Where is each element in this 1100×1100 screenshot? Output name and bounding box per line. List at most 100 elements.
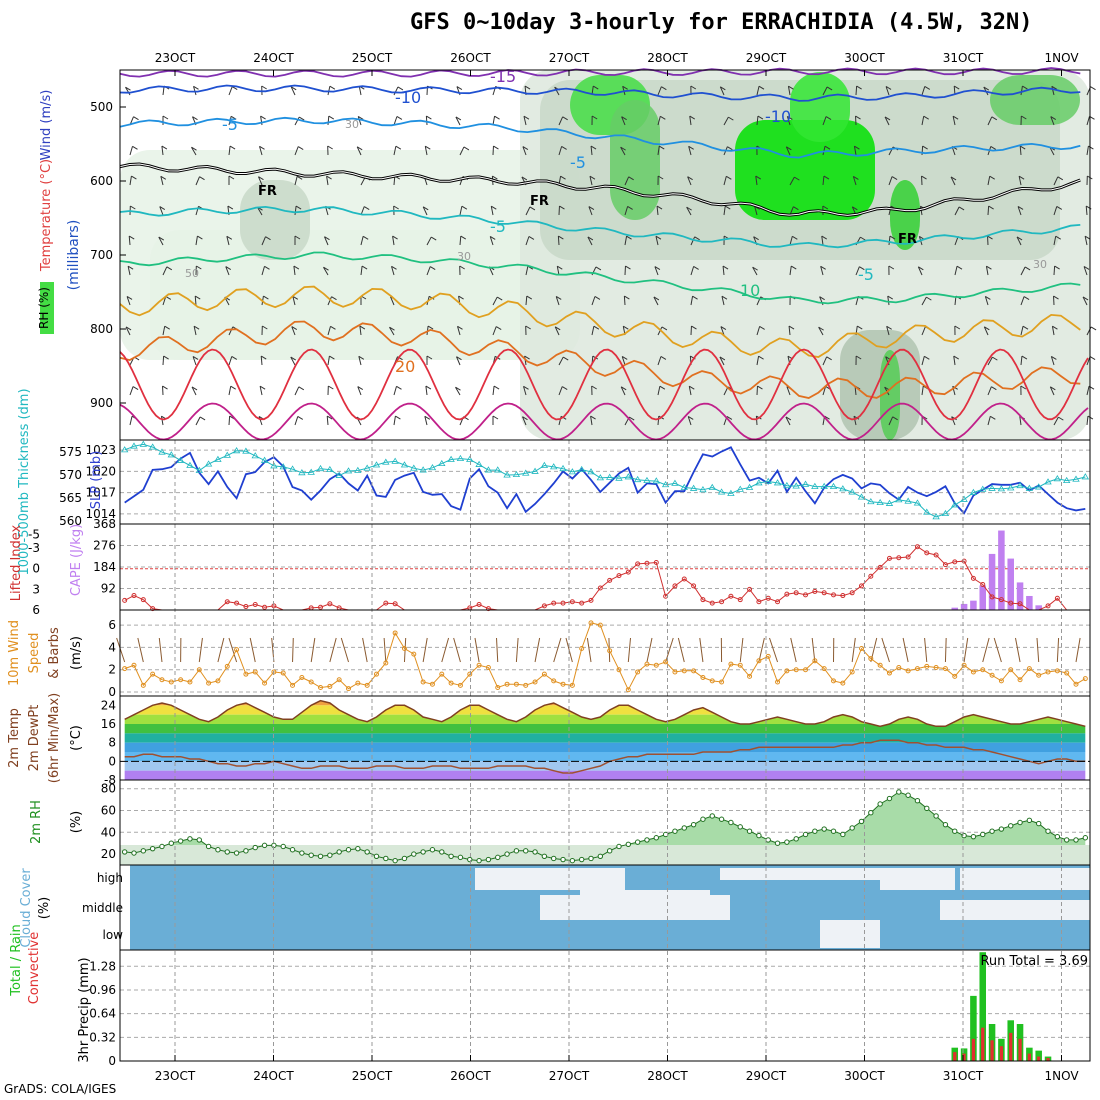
- thickness-marker: [932, 513, 940, 520]
- wind-barb-flag: [133, 116, 139, 121]
- axis-label-rh: RH (%): [37, 287, 51, 329]
- wind-barb: [515, 637, 519, 663]
- wind-barb-flag: [196, 265, 202, 270]
- wind-barb: [162, 266, 168, 276]
- li-marker: [989, 594, 995, 600]
- wind-barb: [654, 266, 659, 276]
- thickness-marker: [652, 477, 661, 484]
- wind-barb: [881, 637, 890, 663]
- wind-barb: [621, 356, 626, 366]
- li-marker: [327, 601, 333, 607]
- wind-barb-flag: [1050, 386, 1056, 391]
- wind10m-marker: [588, 620, 594, 626]
- thickness-marker: [1025, 484, 1034, 491]
- wind-barb: [1053, 236, 1057, 246]
- wind10m-line: [124, 622, 1086, 691]
- wind10m-marker: [998, 678, 1004, 684]
- thickness-marker: [167, 451, 176, 458]
- precip-conv-bar: [990, 1040, 994, 1061]
- wind-barb: [459, 146, 465, 156]
- x-tick-bottom: 1NOV: [1044, 1069, 1079, 1083]
- wind-barb: [492, 386, 495, 396]
- wind-barb-flag: [191, 386, 198, 391]
- wind-barb: [1020, 326, 1024, 336]
- wind10m-marker: [858, 646, 864, 652]
- wind10m-marker: [896, 664, 902, 670]
- wind10m-marker: [700, 675, 706, 681]
- wind-barb-flag: [984, 326, 990, 331]
- temp-bands: [124, 700, 1086, 780]
- wind-barb-flag: [818, 326, 824, 331]
- x-tick-top: 31OCT: [943, 51, 984, 65]
- wind-barb: [657, 386, 661, 396]
- wind-barb: [426, 236, 432, 246]
- wind-barb-flag: [854, 145, 860, 150]
- wind10m-marker: [159, 677, 165, 683]
- li-marker: [980, 582, 986, 588]
- wind-barb-flag: [595, 266, 602, 271]
- thickness-marker: [820, 482, 828, 489]
- li-marker: [765, 595, 771, 601]
- y-tick-right: 1014: [85, 507, 116, 521]
- wind-barb: [490, 206, 494, 216]
- wind10m-marker: [308, 679, 314, 685]
- wind-barb-flag: [757, 115, 764, 120]
- wind-barb-flag: [261, 85, 267, 90]
- axis-label-temperature: Temperature (°C): [39, 159, 54, 272]
- thickness-marker: [988, 484, 996, 491]
- wind-barb: [390, 296, 395, 306]
- wind-barb: [591, 326, 595, 336]
- rh2m-marker: [1054, 833, 1061, 840]
- wind-barb-flag: [561, 386, 568, 391]
- wind-barb: [1018, 176, 1022, 186]
- wind-barb-flag: [262, 325, 268, 330]
- wind-barb-flag: [1022, 85, 1028, 90]
- wind-barb-flag: [329, 85, 336, 90]
- wind-barb: [1050, 356, 1055, 366]
- wind10m-marker: [224, 663, 230, 669]
- wind-barb: [822, 175, 825, 186]
- thickness-marker: [214, 455, 222, 462]
- thickness-marker: [260, 456, 269, 463]
- wind-barb-flag: [823, 175, 830, 180]
- rh2m-marker: [149, 845, 156, 852]
- wind10m-marker: [243, 671, 249, 677]
- thickness-marker: [633, 475, 642, 483]
- wind-barb-flag: [1089, 356, 1096, 360]
- thickness-marker: [344, 467, 353, 474]
- wind-barb: [723, 206, 726, 216]
- wind-barb: [327, 296, 332, 306]
- rh2m-marker: [439, 849, 445, 855]
- rh-blob: [890, 180, 920, 250]
- rh2m-marker: [495, 854, 501, 861]
- thickness-marker: [839, 485, 847, 492]
- wind-barb: [719, 86, 725, 96]
- li-marker: [140, 597, 146, 603]
- contour-label: 50: [185, 267, 199, 280]
- rh-legend-swatch: [40, 282, 54, 334]
- wind10m-marker: [635, 669, 641, 675]
- wind-barb: [623, 295, 626, 306]
- wind-barb: [1051, 86, 1055, 96]
- wind10m-marker: [150, 671, 156, 677]
- wind-barb-flag: [356, 146, 363, 151]
- wind-barb-flag: [887, 295, 894, 300]
- wind-barb: [1014, 637, 1021, 663]
- wind10m-marker: [980, 667, 986, 673]
- wind-barb: [921, 86, 926, 96]
- wind-barb: [226, 236, 230, 246]
- wind-barb-flag: [521, 176, 528, 181]
- wind-barb-flag: [720, 86, 726, 91]
- rh2m-marker: [177, 838, 184, 844]
- wind-barb-flag: [987, 235, 993, 240]
- thickness-marker: [727, 489, 735, 496]
- wind-barb-flag: [888, 265, 895, 270]
- wind10m-marker: [942, 666, 948, 672]
- wind-barb-flag: [331, 296, 337, 301]
- wind-barb: [259, 146, 263, 156]
- wind-barb-flag: [724, 205, 731, 210]
- wind-barb: [921, 326, 926, 336]
- wind-barb-flag: [260, 355, 267, 360]
- thickness-marker: [148, 443, 157, 450]
- wind-barb-flag: [292, 295, 299, 300]
